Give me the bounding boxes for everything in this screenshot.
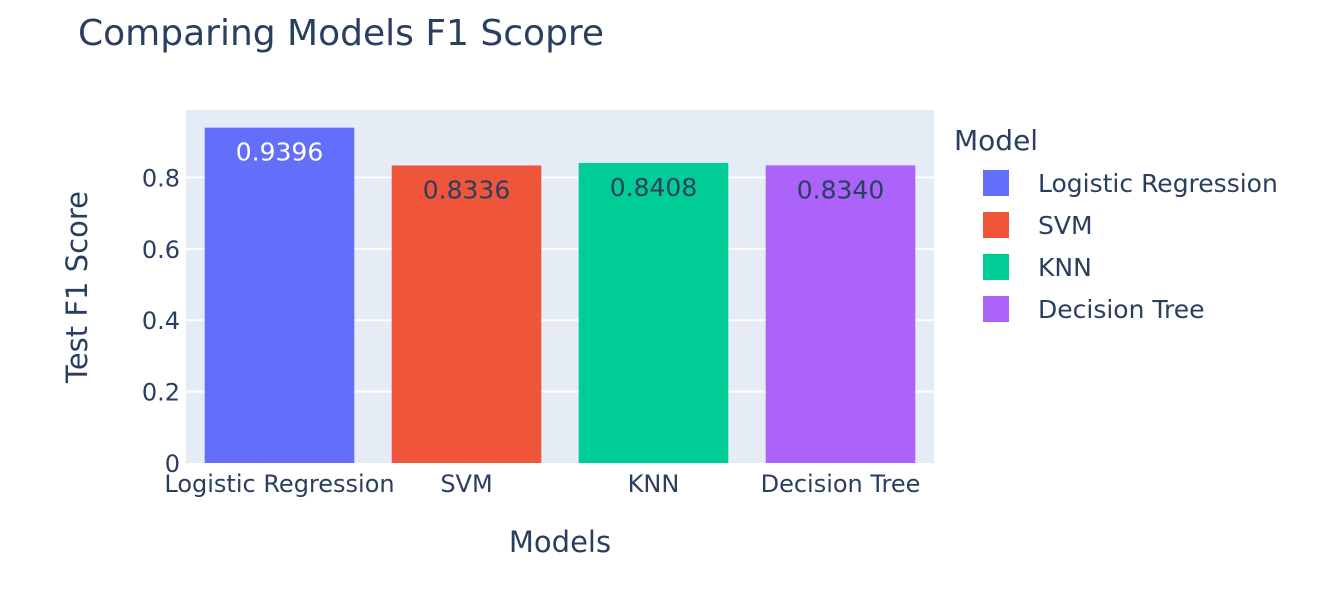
bar-data-label: 0.9396 (236, 138, 323, 167)
x-axis-ticks: Logistic Regression SVM KNN Decision Tree (164, 470, 920, 498)
y-tick-label: 0.2 (142, 379, 180, 407)
legend-swatch[interactable] (983, 254, 1009, 280)
legend-entry-label[interactable]: Logistic Regression (1038, 169, 1278, 198)
legend-entry-label[interactable]: SVM (1038, 211, 1093, 240)
bar-data-label: 0.8336 (423, 175, 510, 204)
legend-swatch[interactable] (983, 170, 1009, 196)
legend-swatch[interactable] (983, 212, 1009, 238)
x-tick-label: Decision Tree (761, 470, 921, 498)
x-axis-title: Models (509, 525, 611, 559)
bar (765, 165, 916, 464)
legend-title: Model (954, 124, 1038, 157)
y-tick-label: 0.8 (142, 164, 180, 192)
legend-entries: Logistic Regression SVM KNN Decision Tree (983, 169, 1278, 324)
x-tick-label: SVM (440, 470, 492, 498)
chart-title: Comparing Models F1 Scopre (78, 13, 604, 54)
legend: Model Logistic Regression SVM KNN Decision … (954, 124, 1278, 324)
y-axis-ticks: 0 0.2 0.4 0.6 0.8 (142, 164, 180, 478)
bar-data-label: 0.8340 (797, 175, 884, 204)
bar (204, 127, 355, 463)
y-tick-label: 0.6 (142, 236, 180, 264)
legend-entry-label[interactable]: Decision Tree (1038, 295, 1204, 324)
legend-swatch[interactable] (983, 296, 1009, 322)
x-tick-label: Logistic Regression (164, 470, 394, 498)
y-axis-title: Test F1 Score (60, 191, 94, 384)
bar (578, 162, 729, 463)
y-tick-label: 0.4 (142, 307, 180, 335)
legend-entry-label[interactable]: KNN (1038, 253, 1092, 282)
y-tick-label: 0 (165, 450, 180, 478)
bars: 0.9396 0.8336 0.8408 0.8340 (204, 127, 916, 464)
bar (391, 165, 542, 464)
bar-data-label: 0.8408 (610, 173, 697, 202)
x-tick-label: KNN (628, 470, 680, 498)
